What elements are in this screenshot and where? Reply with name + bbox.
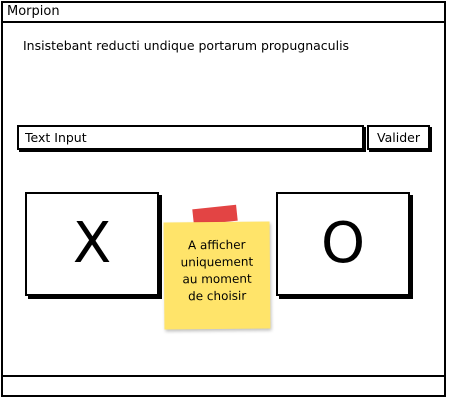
sticky-note-text: A afficher uniquement au moment de chois… xyxy=(164,237,271,306)
app-window: Morpion Insistebant reducti undique port… xyxy=(1,1,446,397)
sticky-note: A afficher uniquement au moment de chois… xyxy=(163,221,271,330)
window-title: Morpion xyxy=(3,3,444,23)
choice-o-card[interactable]: O xyxy=(276,192,410,296)
choice-x-card[interactable]: X xyxy=(25,192,159,296)
sticky-note-line: uniquement xyxy=(180,254,254,270)
sticky-note-line: au moment xyxy=(182,271,252,287)
valider-button[interactable]: Valider xyxy=(367,125,430,150)
text-input-field[interactable] xyxy=(17,125,364,150)
description-text: Insistebant reducti undique portarum pro… xyxy=(23,38,350,53)
sticky-note-line: de choisir xyxy=(188,288,247,304)
status-bar xyxy=(3,375,444,395)
sticky-note-line: A afficher xyxy=(187,237,246,253)
